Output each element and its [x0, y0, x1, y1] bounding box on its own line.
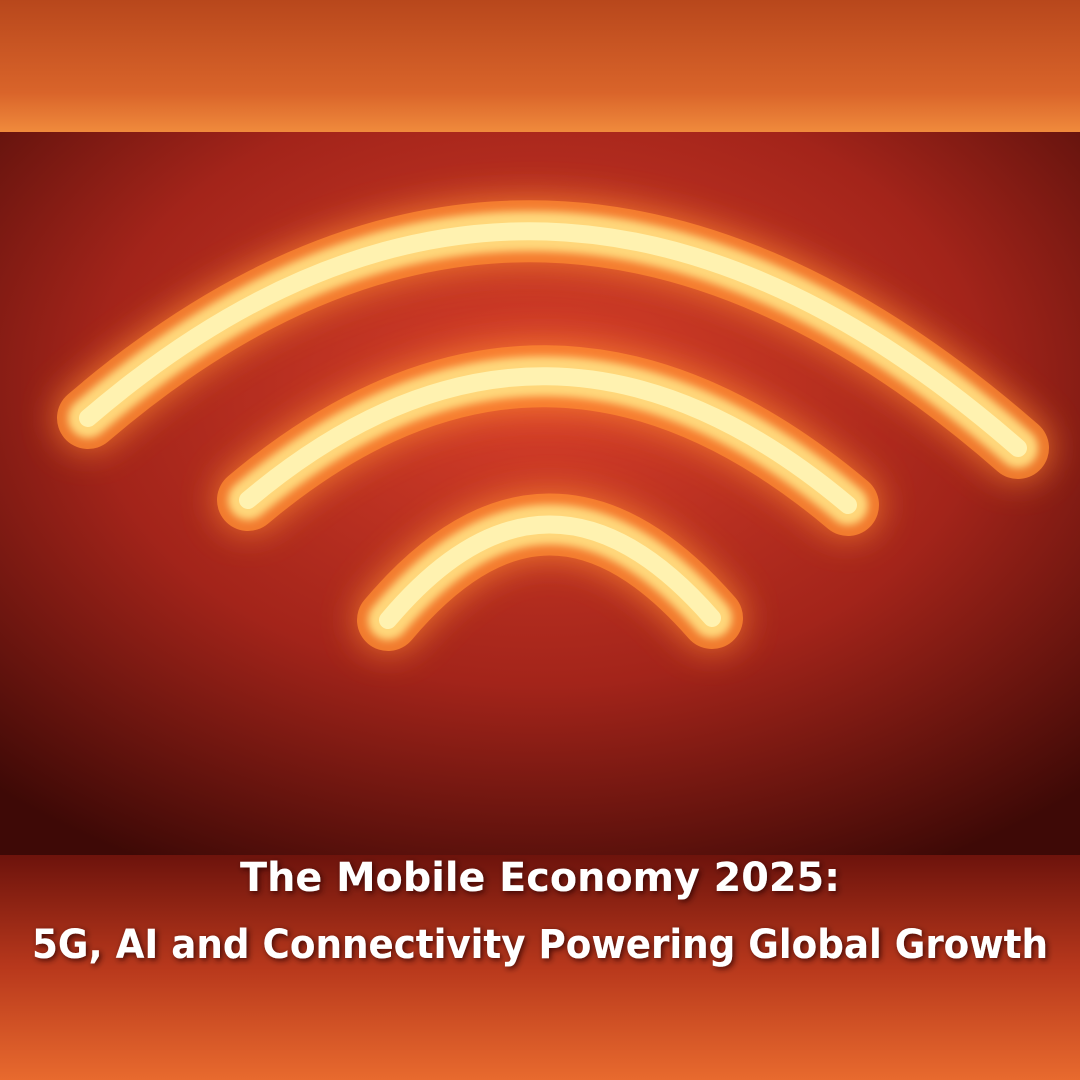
outer-arc-core [79, 222, 1027, 457]
caption-line-2: 5G, AI and Connectivity Powering Global … [32, 922, 1048, 968]
floor [0, 855, 1080, 1080]
caption: The Mobile Economy 2025: 5G, AI and Conn… [32, 855, 1048, 968]
ceiling [0, 0, 1080, 132]
wifi-sign [57, 200, 1049, 651]
middle-arc-core [239, 367, 857, 514]
caption-line-1: The Mobile Economy 2025: [240, 855, 840, 901]
inner-arc-core [379, 515, 721, 629]
